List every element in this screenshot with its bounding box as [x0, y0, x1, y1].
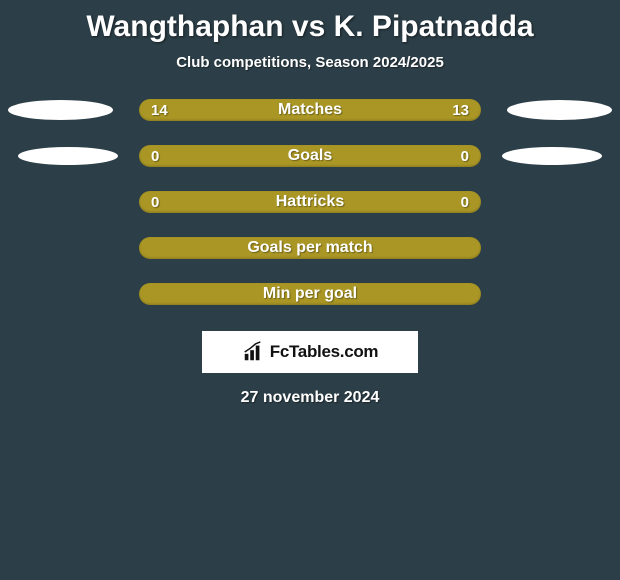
stat-right-value: 0 [461, 148, 469, 165]
stat-bar: 0 Hattricks 0 [139, 191, 481, 213]
player-ellipse-right [507, 100, 612, 120]
stat-bar: 14 Matches 13 [139, 99, 481, 121]
stat-right-value: 13 [452, 102, 469, 119]
chart-icon [242, 341, 264, 363]
stat-right-value: 0 [461, 194, 469, 211]
player-ellipse-right [502, 147, 602, 165]
stat-left-value: 14 [151, 102, 168, 119]
comparison-infographic: Wangthaphan vs K. Pipatnadda Club compet… [0, 0, 620, 580]
stat-left-value: 0 [151, 194, 159, 211]
player-ellipse-left [8, 100, 113, 120]
stat-row: Goals per match [0, 237, 620, 259]
season-subtitle: Club competitions, Season 2024/2025 [0, 54, 620, 71]
stat-bar: Min per goal [139, 283, 481, 305]
stat-rows: 14 Matches 13 0 Goals 0 0 Hattricks 0 Goals per m… [0, 99, 620, 305]
stat-label: Goals [288, 147, 332, 165]
stat-left-value: 0 [151, 148, 159, 165]
stat-row: 14 Matches 13 [0, 99, 620, 121]
stat-bar: Goals per match [139, 237, 481, 259]
stat-row: 0 Hattricks 0 [0, 191, 620, 213]
logo-box: FcTables.com [202, 331, 418, 373]
page-title: Wangthaphan vs K. Pipatnadda [0, 0, 620, 44]
stat-bar: 0 Goals 0 [139, 145, 481, 167]
stat-label: Matches [278, 101, 342, 119]
logo-text: FcTables.com [270, 342, 379, 362]
date-text: 27 november 2024 [0, 389, 620, 407]
stat-row: Min per goal [0, 283, 620, 305]
stat-label: Min per goal [263, 285, 357, 303]
stat-label: Hattricks [276, 193, 344, 211]
stat-row: 0 Goals 0 [0, 145, 620, 167]
player-ellipse-left [18, 147, 118, 165]
stat-label: Goals per match [247, 239, 372, 257]
